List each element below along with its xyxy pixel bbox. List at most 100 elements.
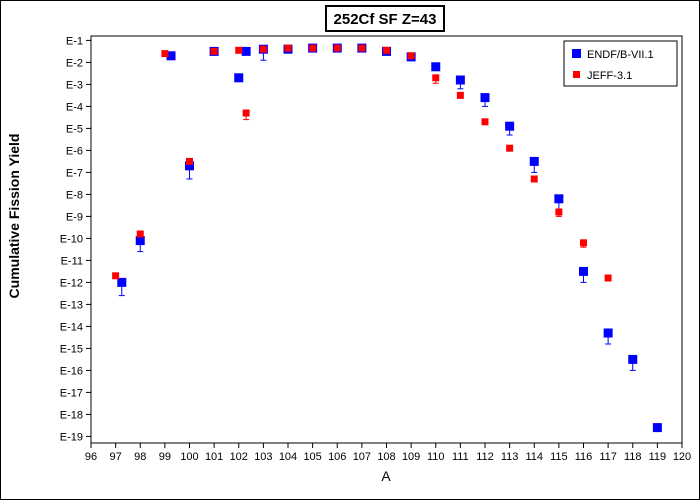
x-tick-label: 105: [303, 451, 321, 463]
data-point: [234, 73, 244, 83]
y-tick-label: E-14: [60, 321, 83, 333]
plot-area: [90, 35, 683, 444]
x-tick-label: 106: [328, 451, 346, 463]
y-tick-label: E-6: [66, 145, 83, 157]
y-tick-label: E-18: [60, 409, 83, 421]
data-point: [235, 46, 243, 54]
y-tick-label: E-15: [60, 343, 83, 355]
x-tick-label: 104: [279, 451, 297, 463]
x-tick-label: 114: [525, 451, 543, 463]
data-point: [309, 44, 317, 52]
data-point: [529, 156, 539, 166]
x-axis-ticks: 96 97 98 99 100 101 102 103 104 105 106 107 108 109 11…: [85, 443, 691, 463]
data-point: [259, 45, 267, 53]
x-tick-label: 98: [134, 451, 146, 463]
x-tick-label: 108: [377, 451, 395, 463]
data-point: [604, 274, 612, 282]
data-point: [481, 118, 489, 126]
data-point: [185, 161, 194, 171]
chart-title: 252Cf SF Z=43: [334, 11, 437, 28]
y-tick-label: E-19: [60, 431, 83, 443]
series-0: [117, 43, 662, 433]
legend-marker-endf: [572, 49, 581, 58]
title-box: [325, 5, 445, 32]
data-point: [210, 47, 218, 55]
data-point: [506, 144, 514, 152]
x-tick-label: 110: [427, 451, 445, 463]
x-tick-label: 115: [550, 451, 568, 463]
x-tick-label: 103: [254, 451, 272, 463]
data-point: [333, 44, 341, 52]
data-point: [284, 44, 292, 52]
data-point: [432, 74, 440, 82]
y-axis-title: Cumulative Fission Yield: [6, 134, 22, 299]
y-tick-label: E-4: [66, 101, 83, 113]
x-tick-label: 118: [624, 451, 642, 463]
y-tick-label: E-9: [66, 211, 83, 223]
data-point: [505, 121, 515, 131]
x-axis-title: A: [381, 468, 391, 484]
y-tick-label: E-11: [61, 255, 83, 267]
y-tick-label: E-13: [60, 299, 83, 311]
y-tick-label: E-10: [60, 233, 83, 245]
data-point: [166, 51, 176, 61]
y-tick-label: E-7: [66, 167, 83, 179]
data-point: [407, 52, 415, 60]
y-axis-ticks: E-1 E-2 E-3 E-4 E-5 E-6 E-7 E-8 E-9 E-10 E-11 E-12 E…: [60, 35, 91, 443]
data-point: [579, 266, 588, 276]
series-1: [112, 44, 612, 282]
data-point: [135, 236, 145, 246]
data-point: [652, 423, 662, 433]
x-tick-label: 116: [575, 451, 593, 463]
legend-label-endf: ENDF/B-VII.1: [587, 49, 654, 61]
legend-label-jeff: JEFF-3.1: [587, 70, 632, 82]
y-tick-label: E-3: [66, 79, 83, 91]
legend: ENDF/B-VII.1 JEFF-3.1: [563, 40, 678, 87]
y-tick-label: E-5: [66, 123, 83, 135]
x-tick-label: 111: [452, 451, 469, 463]
data-point: [358, 44, 366, 52]
data-point: [554, 194, 564, 204]
y-tick-label: E-12: [60, 277, 83, 289]
data-point: [431, 62, 441, 72]
x-tick-label: 112: [476, 451, 494, 463]
data-point: [628, 354, 638, 364]
x-tick-label: 96: [85, 451, 97, 463]
x-tick-label: 117: [599, 451, 617, 463]
x-tick-label: 109: [402, 451, 420, 463]
y-tick-label: E-17: [60, 387, 83, 399]
x-tick-label: 99: [159, 451, 171, 463]
data-point: [530, 175, 538, 183]
x-tick-label: 97: [110, 451, 122, 463]
y-tick-label: E-8: [66, 189, 83, 201]
data-point: [242, 109, 250, 117]
data-point: [241, 46, 251, 56]
data-point: [480, 93, 490, 103]
y-tick-label: E-2: [66, 57, 83, 69]
series-layer: [112, 43, 662, 433]
data-point: [555, 208, 563, 216]
x-tick-label: 102: [230, 451, 248, 463]
x-tick-label: 100: [180, 451, 198, 463]
data-point: [580, 239, 587, 247]
y-tick-label: E-16: [60, 365, 83, 377]
x-tick-label: 107: [353, 451, 371, 463]
x-tick-label: 113: [501, 451, 519, 463]
data-point: [383, 46, 390, 54]
data-point: [186, 157, 193, 165]
data-point: [117, 277, 127, 287]
legend-box: [563, 40, 678, 87]
data-point: [161, 50, 169, 58]
x-tick-label: 119: [649, 451, 667, 463]
legend-marker-jeff: [573, 71, 580, 78]
x-tick-label: 120: [673, 451, 691, 463]
data-point: [112, 272, 120, 280]
data-point: [136, 230, 144, 238]
x-tick-label: 101: [205, 451, 223, 463]
data-point: [455, 75, 465, 85]
data-point: [456, 91, 464, 99]
y-tick-label: E-1: [66, 35, 83, 47]
data-point: [603, 328, 613, 338]
